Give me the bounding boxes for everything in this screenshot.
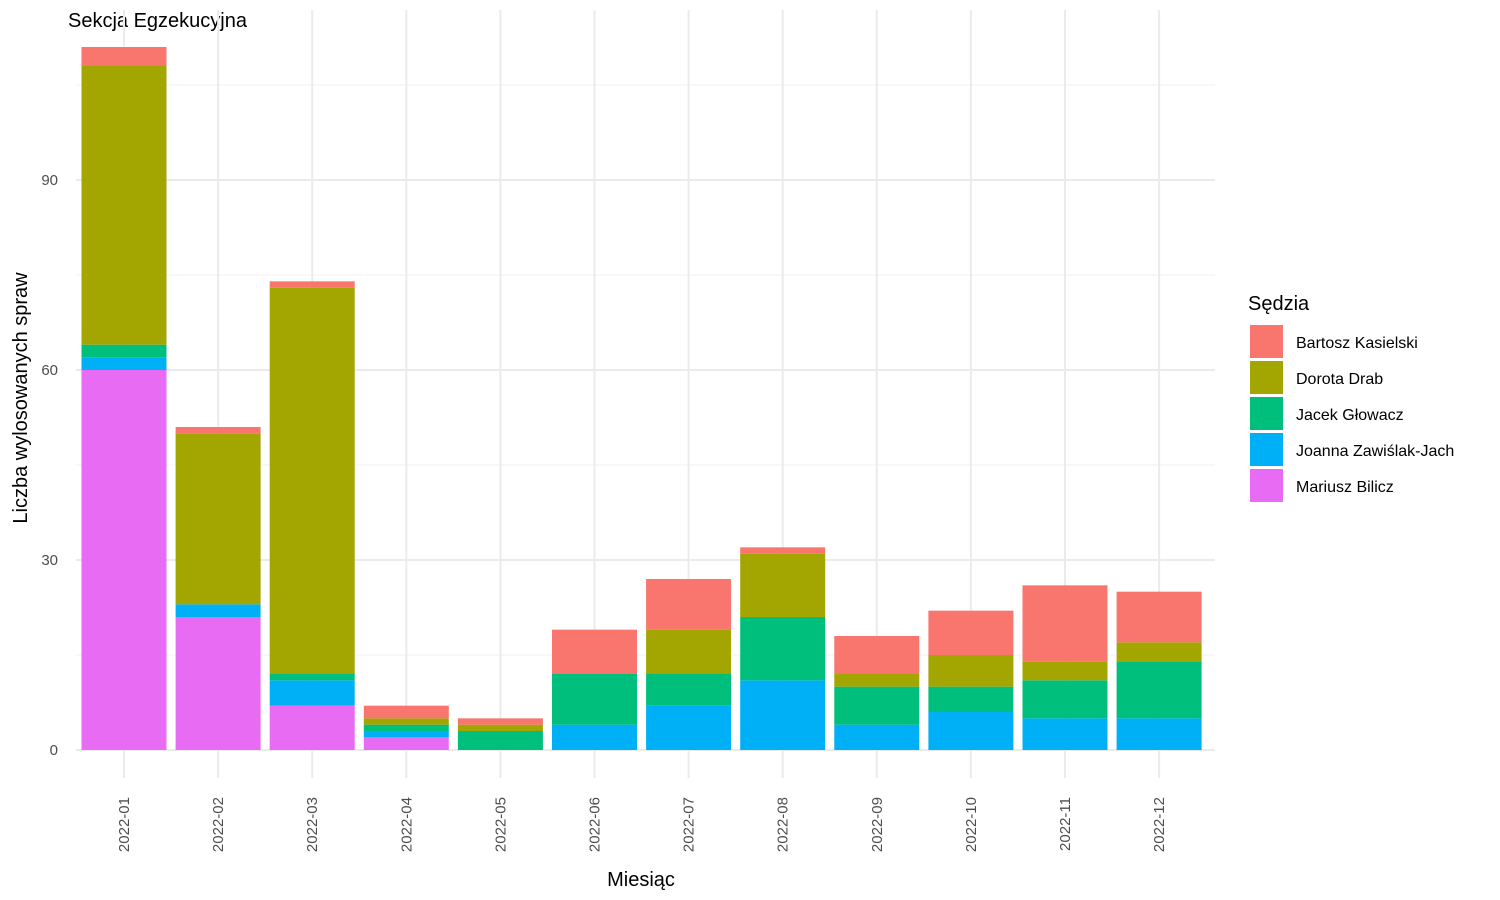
x-tick-label: 2022-03 [304, 797, 321, 852]
x-tick-label: 2022-11 [1057, 797, 1074, 851]
bar-segment [740, 680, 826, 750]
bar-segment [928, 610, 1014, 655]
bar-segment [740, 547, 826, 554]
chart-title: Sekcja Egzekucyjna [68, 10, 248, 32]
y-tick-label: 90 [41, 172, 58, 189]
x-axis-title: Miesiąc [607, 869, 675, 891]
bar-segment [457, 724, 543, 731]
y-tick-label: 60 [41, 362, 58, 379]
bar-segment [81, 357, 167, 370]
legend-label: Joanna Zawiślak-Jach [1296, 443, 1454, 460]
bar-segment [363, 737, 449, 750]
legend-label: Jacek Głowacz [1296, 407, 1404, 424]
legend-swatch [1250, 325, 1283, 358]
bar-segment [834, 724, 920, 750]
bar-segment [552, 674, 637, 725]
y-tick-label: 0 [50, 742, 58, 759]
bar-segment [81, 344, 167, 358]
legend-items: Bartosz Kasielski Dorota Drab Jacek Głowac… [1250, 325, 1454, 502]
bar-segment [1116, 591, 1202, 643]
x-tick-label: 2022-01 [116, 797, 133, 852]
bar-segment [834, 686, 920, 725]
bar-segment [646, 629, 732, 674]
bar-segment [1022, 585, 1108, 662]
legend-label: Bartosz Kasielski [1296, 335, 1418, 352]
bar-segment [81, 66, 167, 345]
bar-segment [928, 712, 1014, 750]
bar-segment [1022, 718, 1108, 750]
bar-segment [646, 705, 732, 750]
bar-segment [552, 724, 637, 750]
bar-segment [269, 674, 355, 681]
x-tick-label: 2022-02 [210, 797, 227, 852]
x-tick-label: 2022-06 [587, 797, 604, 852]
bar-segment [363, 731, 449, 738]
bar-segment [81, 370, 167, 750]
bar-segment [1116, 661, 1202, 719]
bar-segment [457, 731, 543, 750]
bar-segment [363, 705, 449, 719]
bar-segment [363, 724, 449, 731]
bar-segment [1116, 642, 1202, 662]
bar-segment [1022, 661, 1108, 681]
bar-segment [269, 281, 355, 288]
bar-segment [175, 604, 261, 617]
bar-segment [81, 47, 167, 66]
bar-segment [269, 680, 355, 706]
bar-segment [363, 718, 449, 725]
bar-segment [928, 655, 1014, 687]
legend: Sędzia Bartosz Kasielski Dorota Drab Jacek… [1248, 293, 1454, 502]
bar-segment [834, 636, 920, 674]
bar-segment [646, 579, 732, 630]
y-axis-title: Liczba wylosowanych spraw [10, 272, 32, 524]
bar-segment [269, 287, 355, 674]
x-tick-label: 2022-07 [681, 797, 698, 852]
x-tick-label: 2022-08 [775, 797, 792, 852]
x-tick-label: 2022-04 [398, 797, 415, 852]
x-tick-label: 2022-05 [492, 797, 509, 852]
x-tick-label: 2022-10 [963, 797, 980, 852]
legend-title: Sędzia [1248, 293, 1310, 315]
x-tick-label: 2022-12 [1151, 797, 1168, 852]
bar-segment [552, 629, 637, 674]
x-tick-label: 2022-09 [869, 797, 886, 852]
legend-swatch [1250, 361, 1283, 394]
bar-segment [646, 674, 732, 706]
bar-segment [175, 617, 261, 750]
bar-segment [834, 674, 920, 687]
bars [81, 47, 1202, 750]
legend-label: Mariusz Bilicz [1296, 479, 1394, 496]
x-axis-ticks: 2022-01 2022-02 2022-03 2022-04 2022-05 2022-… [116, 797, 1168, 852]
legend-label: Dorota Drab [1296, 371, 1383, 388]
bar-segment [175, 433, 261, 605]
bar-segment [1116, 718, 1202, 750]
y-tick-label: 30 [41, 552, 58, 569]
legend-swatch [1250, 397, 1283, 430]
y-axis-ticks: 0 30 60 90 [41, 172, 58, 759]
legend-swatch [1250, 469, 1283, 502]
bar-segment [928, 686, 1014, 712]
bar-segment [740, 617, 826, 681]
bar-segment [740, 553, 826, 617]
bar-segment [269, 705, 355, 750]
legend-swatch [1250, 433, 1283, 466]
bar-segment [175, 427, 261, 434]
bar-segment [1022, 680, 1108, 719]
bar-segment [457, 718, 543, 725]
